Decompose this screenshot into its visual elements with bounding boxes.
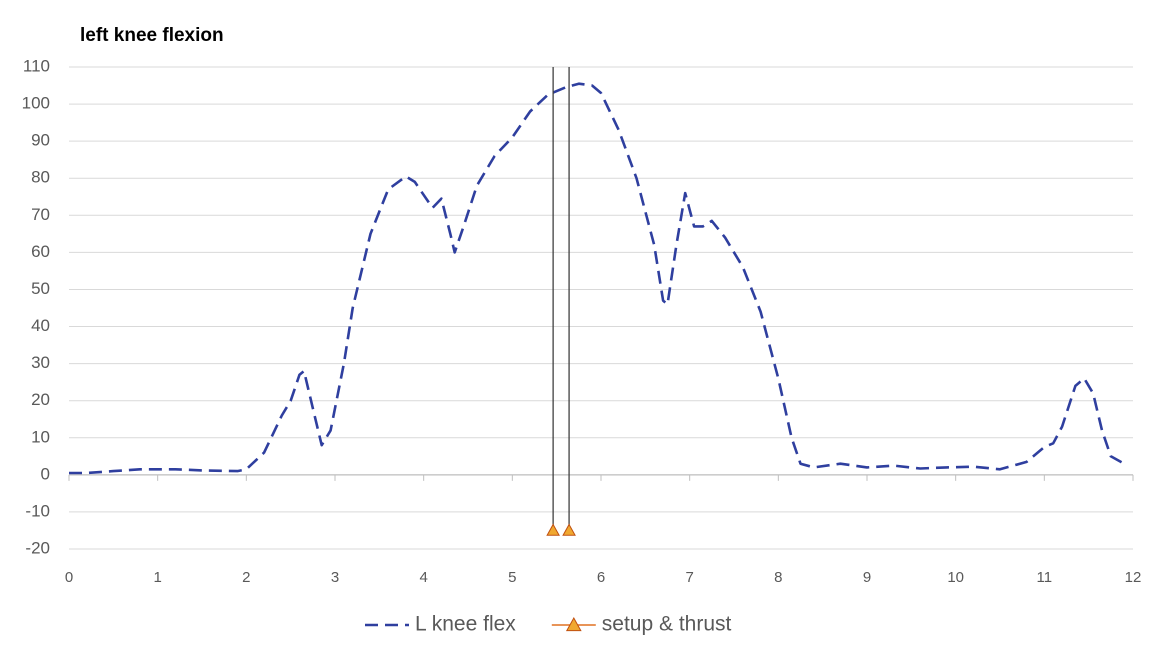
x-tick-label: 1 (153, 569, 161, 586)
x-tick-label: 11 (1037, 569, 1053, 586)
y-tick-label: 80 (31, 168, 50, 187)
y-tick-label: 20 (31, 390, 50, 409)
legend-label: L knee flex (415, 613, 516, 636)
y-tick-label: 30 (31, 353, 50, 372)
x-tick-label: 6 (597, 569, 605, 586)
x-tick-label: 5 (508, 569, 516, 586)
y-tick-label: -20 (25, 538, 50, 557)
marker-point (546, 67, 560, 536)
x-tick-label: 8 (774, 569, 782, 586)
data-line (69, 82, 1125, 475)
y-tick-label: 100 (22, 94, 50, 113)
y-tick-label: -10 (25, 501, 50, 520)
x-tick-label: 4 (419, 569, 427, 586)
triangle-marker (546, 523, 560, 536)
x-tick-label: 10 (947, 569, 964, 586)
x-tick-label: 0 (65, 569, 73, 586)
x-tick-label: 7 (685, 569, 693, 586)
marker-point (562, 67, 576, 536)
y-tick-label: 60 (31, 242, 50, 261)
y-tick-label: 10 (31, 427, 50, 446)
y-tick-label: 40 (31, 316, 50, 335)
y-tick-label: 70 (31, 205, 50, 224)
y-tick-label: 50 (31, 279, 50, 298)
y-tick-label: 90 (31, 131, 50, 150)
legend-marker (565, 616, 582, 632)
legend-label: setup & thrust (602, 613, 732, 636)
y-tick-label: 0 (41, 464, 50, 483)
x-tick-label: 9 (863, 569, 871, 586)
chart-title: left knee flexion (80, 25, 224, 46)
x-tick-label: 3 (331, 569, 339, 586)
y-tick-label: 110 (23, 56, 50, 75)
x-tick-label: 12 (1125, 569, 1142, 586)
x-tick-label: 2 (242, 569, 250, 586)
triangle-marker (562, 523, 576, 536)
